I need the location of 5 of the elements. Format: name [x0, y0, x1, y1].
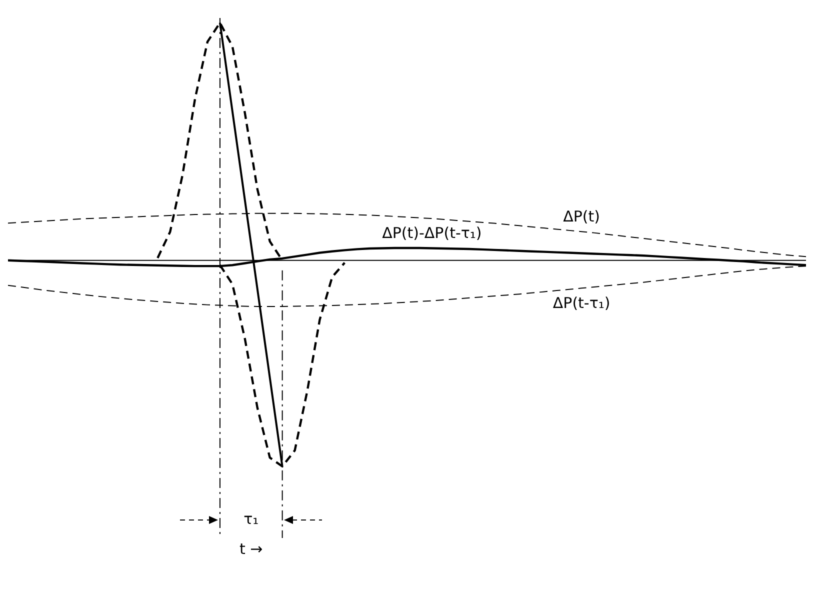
text: τ₁	[244, 510, 259, 528]
series-label: ΔP(t)	[563, 208, 600, 226]
text: t →	[240, 540, 263, 558]
series-label: ΔP(t-τ₁)	[552, 294, 610, 312]
series-label: ΔP(t)-ΔP(t-τ₁)	[382, 224, 482, 242]
